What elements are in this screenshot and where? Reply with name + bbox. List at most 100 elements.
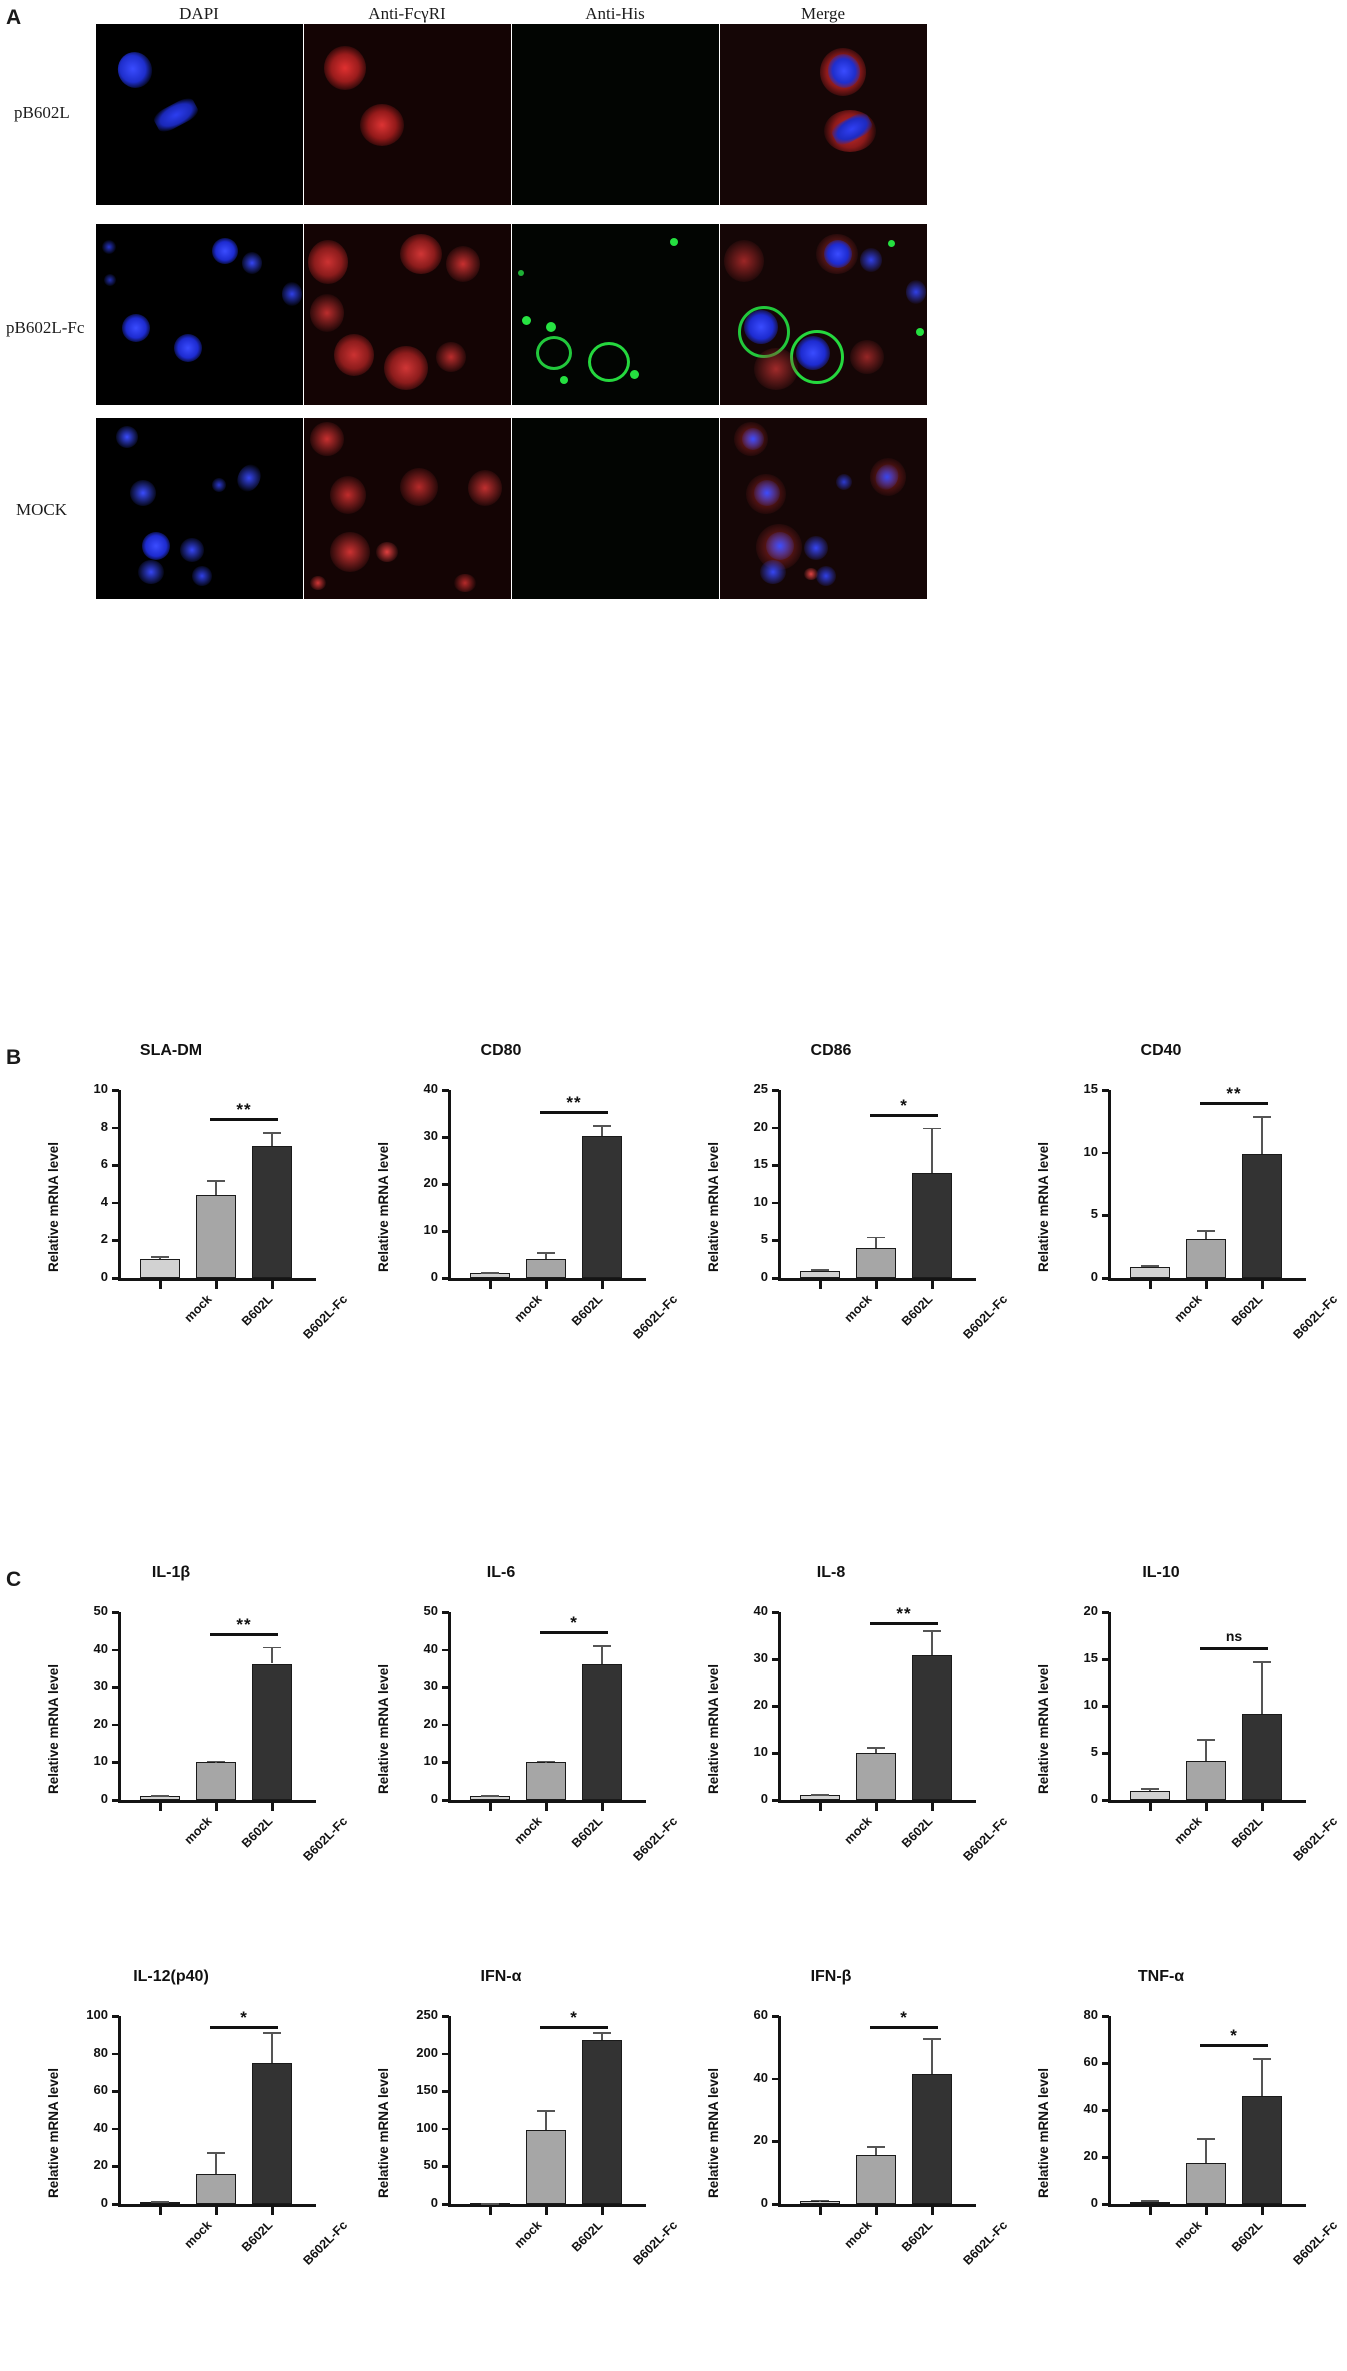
x-tick-label: mock	[1171, 2218, 1205, 2251]
y-axis	[118, 1090, 121, 1281]
significance-bracket	[210, 2026, 278, 2029]
x-tick-label: mock	[841, 1292, 875, 1325]
error-bar-cap	[811, 2199, 829, 2202]
x-tick-label: B602L	[898, 1292, 936, 1329]
y-tick-label: 40	[1083, 2101, 1098, 2116]
y-axis	[778, 1612, 781, 1803]
y-tick	[1102, 1214, 1109, 1217]
y-axis-label: Relative mRNA level	[376, 1663, 391, 1794]
error-bar	[601, 1645, 603, 1664]
micrograph-pb602lfc-merge	[720, 224, 927, 405]
x-tick-label: mock	[181, 1292, 215, 1325]
y-tick-label: 100	[86, 2007, 108, 2022]
y-tick-label: 10	[753, 1744, 768, 1759]
chart-il-10: IL-10 0 5 10 15 20 Relative mRNA level mock B602…	[996, 1564, 1340, 1864]
error-bar	[875, 1747, 877, 1753]
panel-b-letter: B	[6, 1046, 22, 1069]
y-tick	[112, 1611, 119, 1614]
y-tick-label: 20	[423, 1175, 438, 1190]
x-axis	[1108, 2204, 1306, 2207]
y-tick	[772, 2203, 779, 2206]
error-bar	[1205, 1738, 1207, 1761]
y-tick	[772, 2140, 779, 2143]
bar-b602l	[1186, 2162, 1226, 2204]
y-tick-label: 60	[1083, 2054, 1098, 2069]
chart-ifn: IFN-α 0 50 100 150 200 250 Relative mRNA level m…	[336, 1968, 680, 2268]
significance-label: *	[900, 1095, 908, 1115]
micrograph-pb602l-his	[512, 24, 719, 205]
micrograph-pb602lfc-his	[512, 224, 719, 405]
y-tick-label: 20	[93, 1715, 108, 1731]
y-axis	[1108, 1612, 1111, 1803]
panel-a-letter: A	[6, 6, 22, 29]
bar-b602l	[1186, 1760, 1226, 1800]
error-bar-cap	[1141, 1787, 1159, 1790]
y-tick	[442, 2090, 449, 2093]
y-tick	[112, 1799, 119, 1802]
x-tick	[215, 1281, 218, 1289]
error-bar-cap	[1141, 1265, 1159, 1268]
x-tick-label: B602L	[568, 1814, 606, 1851]
y-tick	[1102, 1705, 1109, 1708]
error-bar-cap	[923, 1630, 941, 1633]
micrograph-pb602l-dapi	[96, 24, 303, 205]
x-tick	[1261, 1281, 1264, 1289]
bar-b602l-fc	[1242, 1713, 1282, 1800]
y-tick	[772, 2077, 779, 2081]
y-tick	[442, 1799, 449, 1802]
x-tick-label: B602L	[568, 2218, 606, 2255]
chart-title: IL-12(p40)	[133, 1968, 209, 1985]
error-bar	[271, 2031, 273, 2063]
chart-il-1: IL-1β 0 10 20 30 40 50 Relative mRNA level mock B…	[6, 1564, 350, 1864]
y-tick-label: 40	[423, 1081, 438, 1096]
x-axis	[448, 1278, 646, 1281]
significance-bracket	[1200, 1646, 1268, 1650]
y-tick	[112, 2090, 119, 2093]
chart-title: IFN-α	[480, 1968, 522, 1985]
y-tick-label: 8	[100, 1118, 108, 1134]
y-tick-label: 25	[753, 1081, 768, 1096]
significance-bracket	[210, 1118, 278, 1122]
y-tick	[442, 1723, 449, 1727]
row-label-pb602l: pB602L	[14, 103, 70, 122]
significance-label: **	[1226, 1084, 1242, 1104]
bar-b602l-fc	[1242, 2095, 1282, 2204]
y-tick-label: 20	[753, 1697, 768, 1712]
y-tick-label: 10	[423, 1222, 438, 1237]
bar-b602l-fc	[912, 2073, 952, 2204]
y-tick	[112, 1164, 119, 1167]
bar-mock	[1130, 1790, 1170, 1800]
significance-label: **	[566, 1092, 582, 1112]
x-tick-label: mock	[841, 2218, 875, 2251]
y-tick	[772, 1658, 779, 1661]
error-bar-cap	[263, 2031, 281, 2034]
y-axis-label: Relative mRNA level	[376, 2067, 391, 2198]
x-axis	[448, 2204, 646, 2207]
x-tick	[1149, 1803, 1152, 1811]
micrograph-pb602l-fcgri	[304, 24, 511, 205]
y-tick-label: 50	[423, 2157, 438, 2173]
y-tick	[772, 1277, 779, 1280]
y-tick-label: 5	[760, 1231, 768, 1247]
error-bar	[1261, 1660, 1263, 1714]
bar-b602l-fc	[582, 1135, 622, 1278]
column-header-dapi: DAPI	[179, 4, 219, 23]
x-tick-label: mock	[1171, 1814, 1205, 1847]
y-axis-label: Relative mRNA level	[706, 2067, 721, 2198]
error-bar-cap	[1253, 1116, 1271, 1119]
y-tick-label: 0	[1090, 1791, 1098, 1806]
x-tick	[875, 1281, 878, 1289]
y-tick-label: 6	[100, 1156, 108, 1172]
x-tick	[545, 1803, 548, 1811]
chart-cd80: CD80 0 10 20 30 40 Relative mRNA level mock B602…	[336, 1042, 680, 1342]
x-tick-label: mock	[511, 1814, 545, 1847]
y-tick	[772, 1611, 779, 1614]
significance-bracket	[1200, 1102, 1268, 1106]
bar-b602l	[196, 2173, 236, 2204]
y-tick	[112, 2052, 119, 2056]
error-bar-cap	[537, 1252, 555, 1254]
y-tick-label: 10	[753, 1193, 768, 1209]
micrograph-pb602lfc-fcgri	[304, 224, 511, 405]
error-bar	[931, 1630, 933, 1656]
x-tick-label: mock	[1171, 1292, 1205, 1325]
